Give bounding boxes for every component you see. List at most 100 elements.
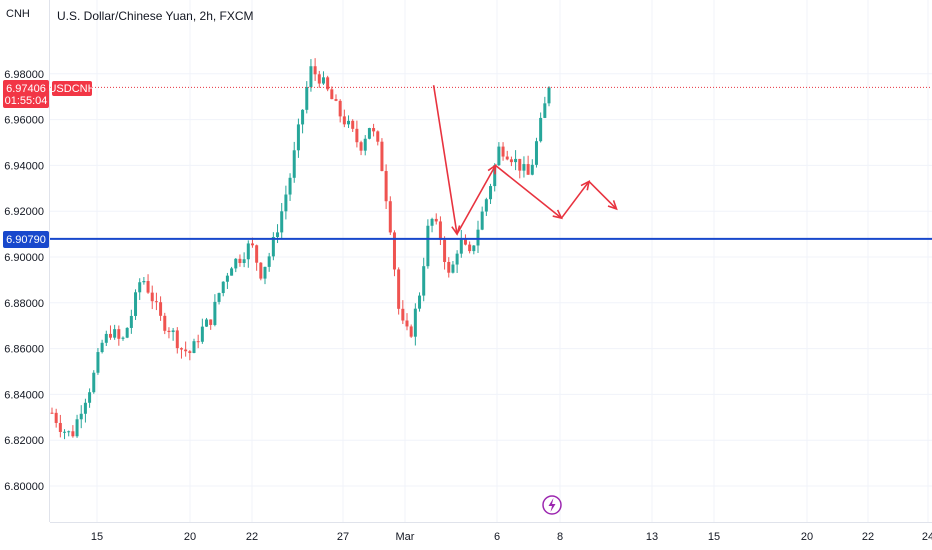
symbol-badge-background xyxy=(52,81,92,96)
candle-body xyxy=(434,218,438,222)
price-tick-label: 6.80000 xyxy=(4,481,44,493)
candle-body xyxy=(179,348,183,350)
candle-body xyxy=(418,295,422,309)
price-tick-label: 6.96000 xyxy=(4,115,44,127)
candle-body xyxy=(334,99,338,101)
candle-body xyxy=(263,266,267,279)
time-tick-label: 24 xyxy=(922,531,932,543)
candle-body xyxy=(313,66,317,75)
candle-body xyxy=(67,431,71,433)
candle-body xyxy=(497,146,501,166)
candle-body xyxy=(230,268,234,276)
candle-body xyxy=(309,66,313,88)
candle-body xyxy=(54,412,58,423)
candle-body xyxy=(455,253,459,265)
time-axis[interactable]: 15 20 22 27 Mar 6 8 13 15 20 22 24 xyxy=(50,522,932,544)
projection-segment xyxy=(588,180,618,210)
candle-body xyxy=(79,413,83,420)
lightning-icon xyxy=(548,498,556,512)
time-tick-label: 6 xyxy=(494,531,500,543)
time-tick-label: 15 xyxy=(91,531,103,543)
candle-body xyxy=(489,186,493,200)
projection-arrows xyxy=(432,85,618,236)
candle-body xyxy=(284,194,288,212)
candle-body xyxy=(259,262,263,279)
event-marker[interactable] xyxy=(542,495,562,515)
candle-body xyxy=(200,326,204,342)
candle-body xyxy=(518,158,522,171)
symbol-short-label: CNH xyxy=(6,8,30,20)
price-axis[interactable]: 6.80000 6.82000 6.84000 6.86000 6.88000 6.900… xyxy=(4,0,50,522)
candle-body xyxy=(355,128,359,143)
candle-body xyxy=(405,320,409,327)
time-tick-label: 27 xyxy=(337,531,349,543)
candle-body xyxy=(539,117,543,142)
candle-body xyxy=(509,159,513,163)
candle-body xyxy=(117,329,121,339)
candle-body xyxy=(288,177,292,195)
candle-body xyxy=(154,301,158,303)
level-price-badge[interactable]: 6.90790 xyxy=(3,231,49,248)
candle-body xyxy=(363,138,367,151)
symbol-badge[interactable]: USDCNH xyxy=(48,81,96,96)
candle-body xyxy=(501,146,505,157)
candle-body xyxy=(209,319,213,325)
candle-body xyxy=(138,282,142,293)
candle-body xyxy=(296,124,300,151)
candle-body xyxy=(547,87,551,104)
time-tick-label: 22 xyxy=(862,531,874,543)
candle-body xyxy=(451,264,455,273)
projection-arrowhead xyxy=(607,200,618,211)
candlestick-series xyxy=(50,58,551,440)
grid-lines xyxy=(50,0,932,522)
candle-body xyxy=(221,281,225,294)
candle-body xyxy=(205,319,209,327)
candle-body xyxy=(142,281,146,283)
bar-countdown: 01:55:04 xyxy=(5,95,48,107)
candle-body xyxy=(351,120,355,129)
time-tick-label: 20 xyxy=(184,531,196,543)
candle-body xyxy=(217,293,221,302)
candle-body xyxy=(238,258,242,264)
candle-body xyxy=(150,292,154,302)
time-tick-label: 20 xyxy=(801,531,813,543)
candle-body xyxy=(63,431,67,433)
candle-body xyxy=(129,315,133,328)
candle-body xyxy=(384,171,388,202)
candle-body xyxy=(321,77,325,84)
candle-body xyxy=(58,422,62,432)
candle-body xyxy=(104,333,108,343)
candle-body xyxy=(430,218,434,226)
candle-body xyxy=(530,164,534,175)
last-price-badge[interactable]: 6.97406 01:55:04 xyxy=(3,80,49,108)
candle-body xyxy=(376,131,380,142)
candle-body xyxy=(234,258,238,269)
candle-body xyxy=(493,165,497,187)
projection-segment xyxy=(495,164,562,219)
candle-body xyxy=(184,349,188,352)
candle-body xyxy=(280,211,284,233)
candle-body xyxy=(413,308,417,337)
time-tick-label: 22 xyxy=(246,531,258,543)
candle-body xyxy=(292,150,296,178)
candle-body xyxy=(83,402,87,414)
candle-body xyxy=(267,256,271,267)
projection-segment xyxy=(432,85,458,235)
last-price-value: 6.97406 xyxy=(6,83,46,95)
candle-body xyxy=(480,211,484,230)
price-tick-label: 6.88000 xyxy=(4,298,44,310)
candle-body xyxy=(380,141,384,172)
candle-body xyxy=(96,352,100,373)
candle-body xyxy=(113,329,117,338)
candle-body xyxy=(276,232,280,237)
candle-body xyxy=(250,243,254,246)
candle-body xyxy=(326,77,330,90)
candle-body xyxy=(409,326,413,337)
price-tick-label: 6.86000 xyxy=(4,344,44,356)
time-tick-label: Mar xyxy=(396,531,415,543)
candle-body xyxy=(459,238,463,254)
candle-body xyxy=(330,89,334,100)
candle-body xyxy=(213,301,217,325)
candle-body xyxy=(438,221,442,240)
